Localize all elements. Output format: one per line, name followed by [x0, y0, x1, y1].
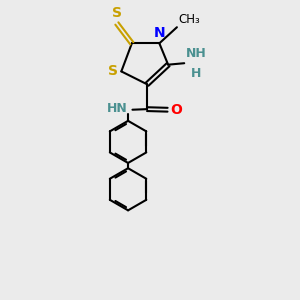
Text: S: S: [112, 6, 122, 20]
Text: S: S: [108, 64, 118, 78]
Text: NH: NH: [186, 47, 206, 60]
Text: O: O: [170, 103, 182, 117]
Text: CH₃: CH₃: [178, 13, 200, 26]
Text: H: H: [191, 67, 201, 80]
Text: HN: HN: [107, 102, 128, 115]
Text: N: N: [154, 26, 165, 40]
